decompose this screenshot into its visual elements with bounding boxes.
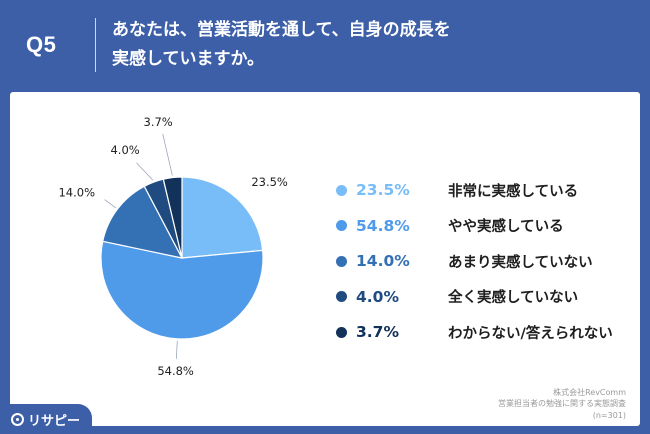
question-header: Q5 あなたは、営業活動を通して、自身の成長を 実感していますか。 (0, 0, 650, 90)
slice-value-label: 54.8% (157, 364, 194, 378)
chart-legend: 23.5% 非常に実感している 54.8% やや実感している 14.0% あまり実感してい… (336, 179, 636, 357)
legend-swatch (336, 184, 347, 196)
legend-swatch (336, 220, 347, 231)
risapi-logo: リサピー (0, 404, 92, 434)
legend-item: 4.0% 全く実感していない (336, 286, 636, 308)
source-note: 株式会社RevComm 営業担当者の勉強に関する実態調査 (n=301) (498, 387, 626, 422)
legend-percent: 23.5% (356, 181, 410, 199)
slice-value-label: 14.0% (58, 185, 95, 199)
logo-text: リサピー (28, 413, 81, 429)
legend-item: 23.5% 非常に実感している (336, 179, 636, 201)
question-line-2: 実感していますか。 (112, 49, 265, 69)
legend-percent: 14.0% (356, 252, 410, 270)
legend-label: 非常に実感している (448, 183, 579, 200)
pie-slice (102, 185, 184, 259)
legend-swatch (336, 291, 347, 302)
question-line-1: あなたは、営業活動を通して、自身の成長を (112, 20, 451, 40)
source-company: 株式会社RevComm (553, 387, 626, 397)
pie-slice (100, 240, 264, 340)
legend-label: 全く実感していない (448, 290, 579, 306)
legend-item: 3.7% わからない/答えられない (336, 321, 636, 343)
leader-line (136, 162, 154, 181)
legend-item: 54.8% やや実感している (336, 215, 636, 237)
leader-line (104, 199, 117, 209)
legend-item: 14.0% あまり実感していない (336, 250, 636, 272)
pie-chart: 23.5% 54.8% 14.0% 4.0% 3.7% (58, 115, 288, 378)
legend-label: あまり実感していない (448, 254, 593, 271)
leader-line (162, 133, 173, 176)
legend-swatch (336, 255, 347, 267)
slice-value-label: 23.5% (251, 175, 288, 189)
slice-value-label: 4.0% (110, 143, 139, 157)
legend-label: わからない/答えられない (448, 325, 613, 342)
pie-slice (181, 176, 264, 259)
legend-percent: 54.8% (356, 216, 410, 235)
source-survey: 営業担当者の勉強に関する実態調査 (498, 399, 626, 408)
chart-card: 23.5% 54.8% 14.0% 4.0% 3.7% 23.5% 非常に実感している 54… (10, 92, 640, 426)
logo-icon (11, 412, 24, 426)
legend-percent: 4.0% (356, 287, 399, 306)
slice-value-label: 3.7% (144, 115, 173, 129)
header-divider (95, 18, 96, 72)
legend-swatch (336, 326, 347, 338)
legend-label: やや実感している (448, 219, 564, 235)
source-sample-size: (n=301) (592, 410, 626, 420)
legend-percent: 3.7% (356, 323, 399, 341)
question-number: Q5 (26, 32, 57, 57)
question-text: あなたは、営業活動を通して、自身の成長を 実感していますか。 (112, 16, 632, 74)
leader-line (175, 340, 178, 359)
pie-slice (162, 176, 183, 259)
